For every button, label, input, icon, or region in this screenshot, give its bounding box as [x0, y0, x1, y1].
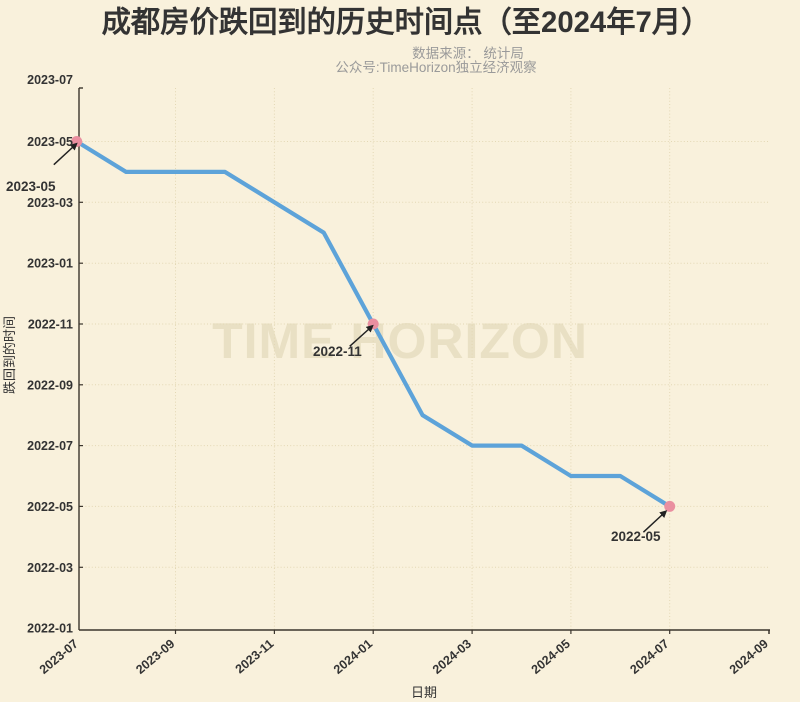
svg-text:2023-05: 2023-05 — [6, 179, 56, 194]
svg-text:2022-11: 2022-11 — [28, 318, 73, 332]
svg-text:2022-05: 2022-05 — [27, 500, 73, 514]
svg-text:TIME HORIZON: TIME HORIZON — [212, 313, 588, 369]
svg-text:2023-01: 2023-01 — [27, 257, 73, 271]
svg-text:2022-07: 2022-07 — [27, 439, 73, 453]
svg-text:2023-05: 2023-05 — [27, 135, 73, 149]
svg-text:2022-01: 2022-01 — [27, 622, 73, 636]
svg-text:2022-11: 2022-11 — [313, 344, 362, 359]
svg-text:2022-09: 2022-09 — [27, 378, 73, 392]
svg-text:数据来源： 统计局: 数据来源： 统计局 — [412, 46, 524, 61]
svg-text:2022-05: 2022-05 — [611, 529, 661, 544]
svg-text:日期: 日期 — [411, 685, 437, 700]
svg-text:2023-07: 2023-07 — [27, 73, 73, 87]
svg-text:公众号:TimeHorizon独立经济观察: 公众号:TimeHorizon独立经济观察 — [335, 59, 537, 75]
svg-text:2022-03: 2022-03 — [27, 561, 73, 575]
svg-text:2023-03: 2023-03 — [27, 196, 73, 210]
svg-text:跌回到的时间: 跌回到的时间 — [2, 316, 17, 394]
svg-text:成都房价跌回到的历史时间点（至2024年7月）: 成都房价跌回到的历史时间点（至2024年7月） — [102, 6, 711, 39]
